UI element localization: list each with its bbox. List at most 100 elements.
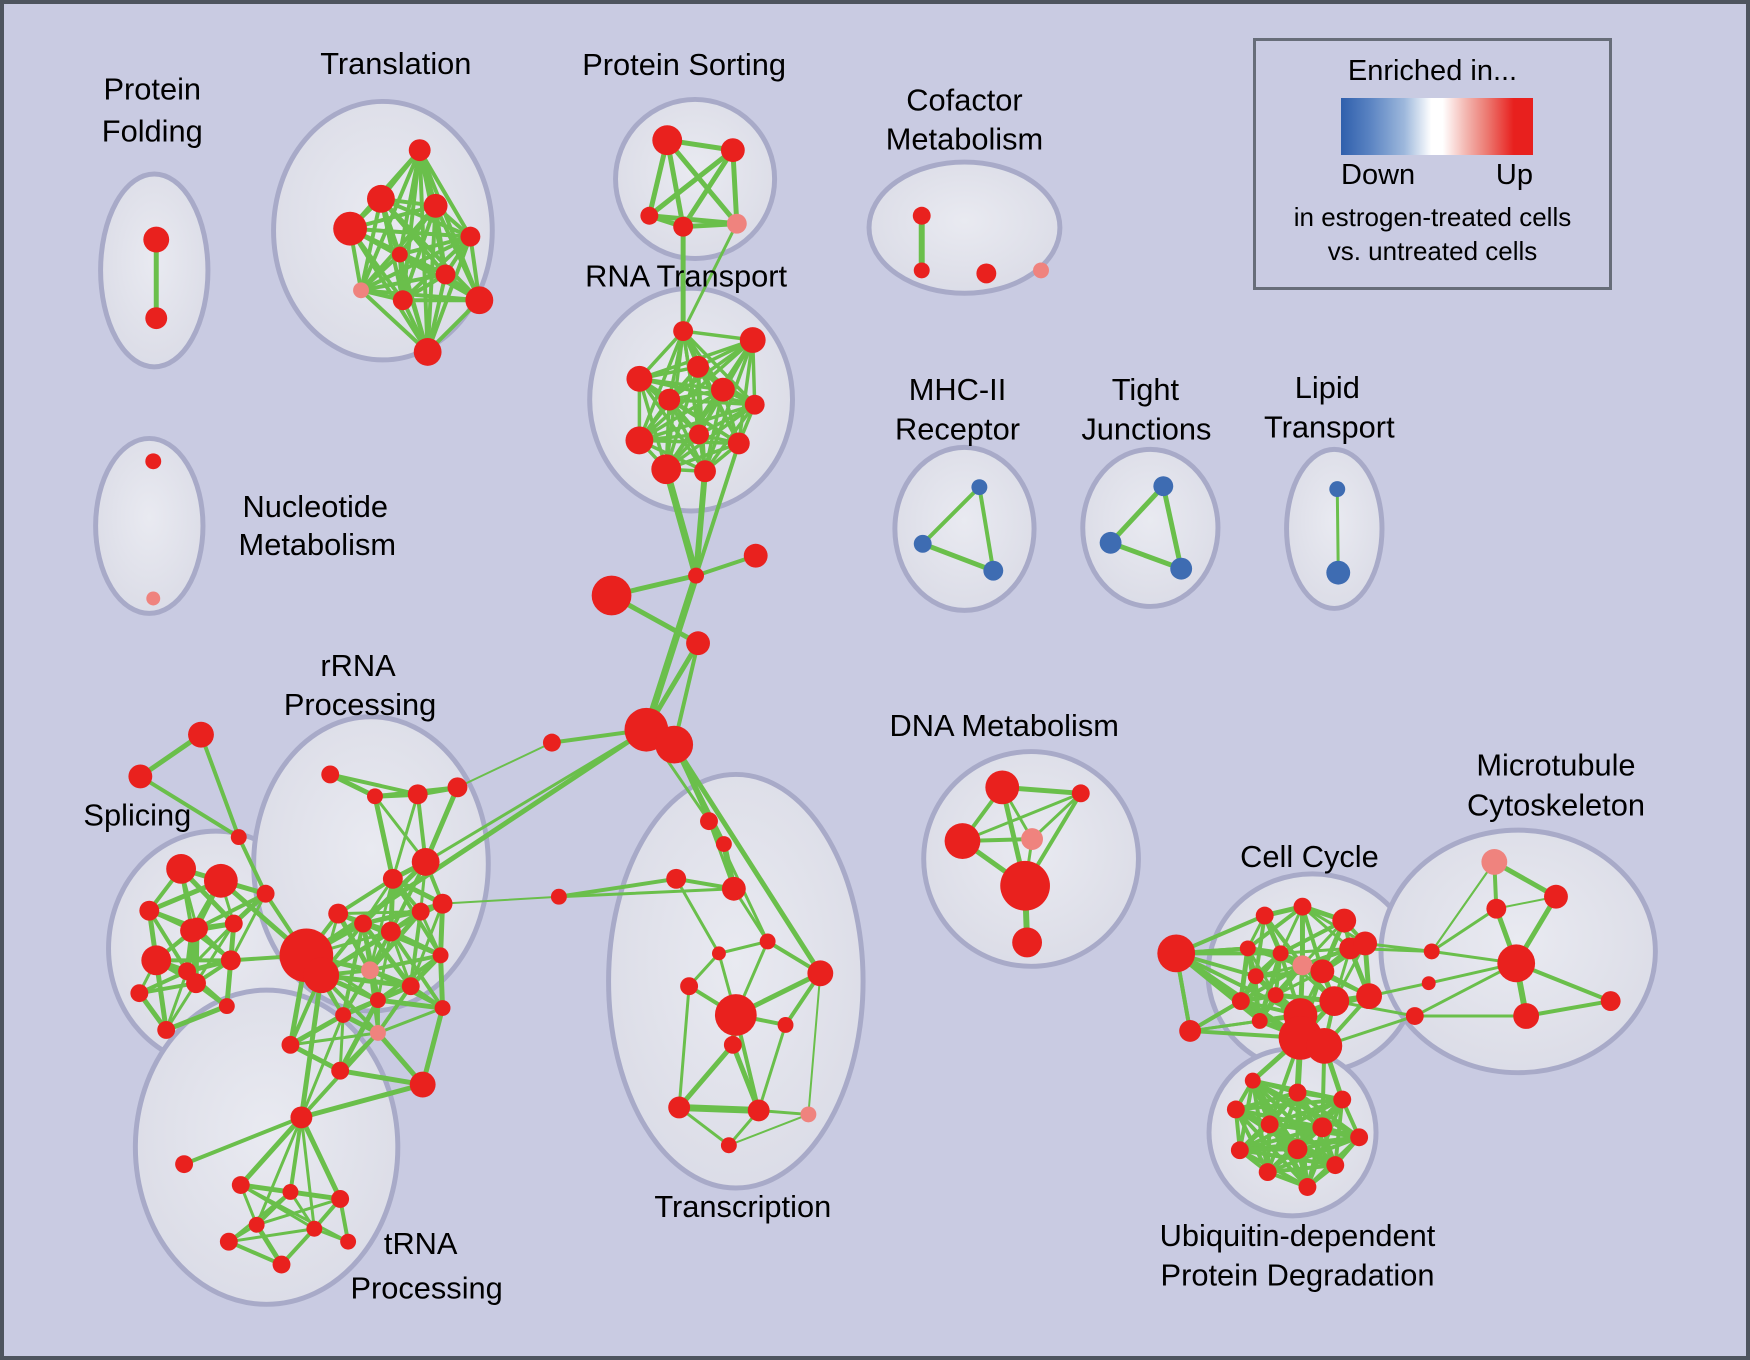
edge-microtubule-cytoskeleton xyxy=(1430,860,1496,953)
edge-transcription xyxy=(675,1103,763,1114)
edge-transcription xyxy=(674,877,721,955)
node-nucleotide-metabolism xyxy=(146,591,161,606)
node-rrna-processing xyxy=(369,1024,386,1041)
node-translation xyxy=(413,338,442,366)
edge-tight-junctions xyxy=(1108,540,1184,572)
edge-protein-sorting xyxy=(680,147,736,230)
node-microtubule-cytoskeleton xyxy=(1405,1007,1424,1025)
connector-edge xyxy=(671,742,823,976)
node-cell-cycle xyxy=(1157,934,1196,973)
connector-node xyxy=(655,725,694,764)
node-cell-cycle xyxy=(1255,906,1274,925)
edge-splicing xyxy=(194,922,236,985)
node-transcription xyxy=(777,1017,794,1033)
node-microtubule-cytoskeleton xyxy=(1513,1003,1540,1029)
node-cofactor-metabolism xyxy=(913,262,930,279)
edge-tight-junctions xyxy=(1108,483,1166,546)
connector-edge xyxy=(236,835,268,896)
node-ubiquitin-degradation xyxy=(1287,1139,1308,1160)
edge-cell-cycle xyxy=(1238,963,1305,1004)
node-cell-cycle xyxy=(1306,1027,1343,1064)
node-dna-metabolism xyxy=(985,770,1020,805)
connector-edge xyxy=(456,741,553,789)
node-cell-cycle xyxy=(1319,986,1350,1017)
edge-translation xyxy=(397,234,473,257)
cluster-bubble-mhc-ii-receptor xyxy=(892,444,1037,613)
node-trna-processing xyxy=(340,1233,357,1250)
node-microtubule-cytoskeleton xyxy=(1497,944,1536,983)
node-tight-junctions xyxy=(1170,557,1193,580)
legend-subtitle-line1: in estrogen-treated cells xyxy=(1293,202,1572,232)
cluster-label-ubiquitin-degradation: Ubiquitin-dependent xyxy=(1160,1218,1436,1253)
edge-rna-transport xyxy=(637,387,725,443)
connector-edge xyxy=(642,572,700,734)
edge-transcription xyxy=(707,819,736,891)
legend-down-label: Down xyxy=(1341,159,1416,191)
cluster-label-nucleotide-metabolism: Metabolism xyxy=(239,527,396,562)
cluster-bubble-tight-junctions xyxy=(1080,446,1221,609)
connector-edge xyxy=(694,441,741,578)
edge-rrna-processing xyxy=(338,1013,345,1073)
node-cell-cycle xyxy=(1231,992,1250,1011)
legend-gradient-bar xyxy=(1341,98,1533,155)
edge-tight-junctions xyxy=(1160,483,1184,572)
edge-ubiquitin-degradation xyxy=(1233,1097,1345,1112)
node-microtubule-cytoskeleton xyxy=(1421,976,1436,991)
node-transcription xyxy=(723,1035,742,1054)
node-trna-processing xyxy=(331,1189,350,1208)
cluster-label-tight-junctions: Tight xyxy=(1112,372,1180,407)
node-rrna-processing xyxy=(409,1071,436,1098)
node-transcription xyxy=(666,868,687,889)
cluster-label-ubiquitin-degradation: Protein Degradation xyxy=(1161,1258,1435,1293)
connector-node xyxy=(542,733,561,752)
node-splicing xyxy=(139,900,160,921)
node-transcription xyxy=(715,836,732,852)
node-rna-transport xyxy=(727,432,750,455)
node-rrna-processing xyxy=(328,903,349,924)
connector-edge xyxy=(662,465,700,580)
edge-cell-cycle xyxy=(1245,904,1305,951)
edge-microtubule-cytoskeleton xyxy=(1524,999,1613,1018)
node-mhc-ii-receptor xyxy=(913,534,932,553)
node-rrna-processing xyxy=(434,1000,451,1017)
connector-edge xyxy=(199,732,241,840)
edge-lipid-transport xyxy=(1335,487,1340,575)
node-trna-processing xyxy=(282,1184,299,1200)
cluster-label-cofactor-metabolism: Cofactor xyxy=(906,83,1022,118)
cluster-label-mhc-ii-receptor: MHC-II xyxy=(909,372,1007,407)
node-transcription xyxy=(714,994,757,1036)
edge-rna-transport xyxy=(637,377,707,473)
node-translation xyxy=(423,193,448,218)
edge-translation xyxy=(359,272,448,293)
edge-trna-processing xyxy=(227,1227,316,1244)
edge-trna-processing xyxy=(288,1115,304,1194)
node-ubiquitin-degradation xyxy=(1326,1156,1345,1175)
edge-transcription xyxy=(677,984,691,1109)
edge-trna-processing xyxy=(238,1114,304,1188)
node-cell-cycle xyxy=(1251,1013,1268,1029)
cluster-label-protein-folding: Folding xyxy=(102,113,203,148)
edge-rrna-processing xyxy=(287,1012,346,1048)
node-translation xyxy=(435,264,456,285)
node-transcription xyxy=(668,1096,691,1119)
node-lipid-transport xyxy=(1329,481,1346,498)
node-translation xyxy=(353,282,369,299)
cluster-label-lipid-transport: Transport xyxy=(1264,410,1395,445)
node-protein-sorting xyxy=(640,206,659,225)
node-protein-sorting xyxy=(720,138,745,163)
node-transcription xyxy=(747,1099,770,1122)
edge-rrna-processing xyxy=(361,909,423,926)
edge-rrna-processing xyxy=(336,910,423,916)
edge-translation xyxy=(397,252,430,354)
node-ubiquitin-degradation xyxy=(1350,1128,1369,1147)
edge-rrna-processing xyxy=(336,876,395,916)
edge-rrna-processing xyxy=(328,772,420,797)
node-mhc-ii-receptor xyxy=(971,479,988,496)
edge-cell-cycle xyxy=(1188,1019,1262,1033)
edge-rrna-processing xyxy=(388,929,445,1011)
node-translation xyxy=(391,246,408,263)
node-translation xyxy=(392,290,413,311)
legend: Enriched in... Down Up in estrogen-treat… xyxy=(1253,38,1612,290)
edge-microtubule-cytoskeleton xyxy=(1413,961,1518,1018)
